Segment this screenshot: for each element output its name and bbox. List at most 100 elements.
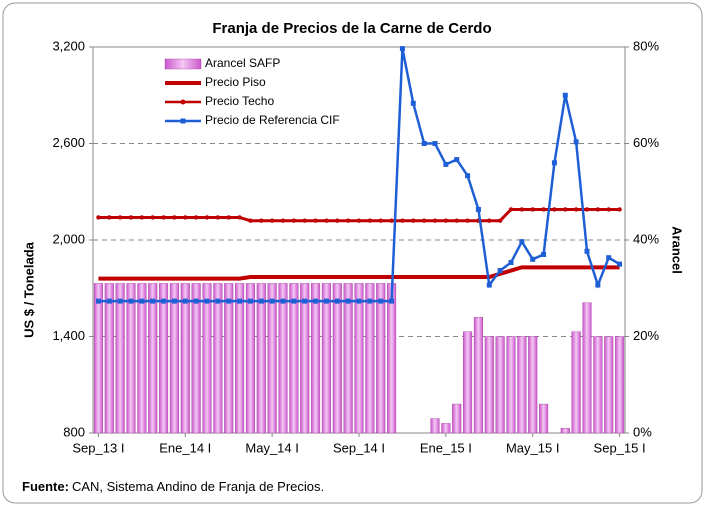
marker	[248, 218, 253, 223]
y2-tick-label: 60%	[633, 135, 659, 150]
bar	[137, 283, 147, 434]
marker	[150, 215, 155, 220]
marker	[508, 260, 514, 266]
x-tick-label: Ene_14 I	[159, 440, 211, 455]
marker	[107, 215, 112, 220]
marker	[584, 248, 590, 254]
marker	[497, 268, 503, 274]
bar	[126, 283, 136, 434]
bar	[180, 283, 190, 434]
marker	[193, 215, 199, 220]
bar	[473, 317, 483, 434]
marker	[117, 215, 123, 220]
marker	[606, 207, 611, 212]
marker	[269, 218, 275, 223]
marker	[465, 173, 471, 179]
marker	[367, 218, 373, 223]
marker	[432, 141, 438, 146]
marker	[465, 218, 470, 223]
y2-tick-label: 20%	[633, 328, 659, 343]
bar	[441, 423, 451, 434]
marker	[389, 298, 395, 304]
bar	[104, 283, 114, 434]
marker	[193, 298, 199, 304]
bar	[354, 283, 364, 434]
marker	[117, 298, 123, 304]
bar	[148, 283, 158, 434]
bar	[539, 403, 549, 434]
marker	[487, 218, 492, 223]
bar	[506, 336, 516, 434]
bar	[115, 283, 125, 434]
marker	[421, 141, 427, 146]
y-tick-label: 2,600	[52, 135, 85, 150]
bar	[245, 283, 255, 434]
marker	[551, 160, 557, 166]
bar	[267, 283, 277, 434]
marker	[345, 218, 351, 223]
marker	[400, 218, 405, 223]
bar	[582, 302, 592, 434]
marker	[161, 298, 167, 304]
x-tick-label: Sep_14 I	[333, 440, 385, 455]
bar	[202, 283, 212, 434]
marker	[161, 215, 166, 220]
marker	[96, 215, 101, 220]
marker	[410, 100, 416, 106]
bar	[430, 418, 440, 434]
bar	[387, 283, 397, 434]
marker	[519, 207, 525, 212]
y-tick-label: 3,200	[52, 38, 85, 53]
marker	[171, 298, 177, 304]
bar	[615, 336, 625, 434]
legend-marker	[180, 118, 186, 124]
x-tick-label: May_15 I	[506, 440, 559, 455]
bar	[224, 283, 234, 434]
marker	[182, 298, 188, 304]
marker	[541, 251, 547, 257]
marker	[226, 298, 232, 304]
marker	[280, 218, 286, 223]
marker	[519, 239, 525, 245]
bar	[159, 283, 169, 434]
note-text: CAN, Sistema Andino de Franja de Precios…	[72, 479, 324, 494]
bar	[484, 336, 494, 434]
marker	[302, 298, 308, 304]
marker	[128, 298, 134, 304]
marker	[562, 92, 568, 98]
marker	[291, 298, 297, 304]
marker	[595, 282, 601, 288]
marker	[237, 215, 242, 220]
chart-title: Franja de Precios de la Carne de Cerdo	[212, 20, 491, 37]
bar	[321, 283, 331, 434]
marker	[443, 161, 449, 167]
x-tick-label: Ene_15 I	[420, 440, 472, 455]
marker	[617, 207, 622, 212]
marker	[399, 46, 405, 52]
marker	[204, 215, 210, 220]
marker	[302, 218, 307, 223]
bar	[452, 403, 462, 434]
marker	[215, 215, 221, 220]
y-axis-title: US $ / Tonelada	[21, 241, 36, 338]
bar	[278, 283, 288, 434]
y-tick-label: 1,400	[52, 328, 85, 343]
marker	[313, 218, 318, 223]
bar	[289, 283, 299, 434]
marker	[475, 206, 481, 212]
marker	[106, 298, 112, 304]
marker	[606, 255, 612, 261]
marker	[237, 298, 243, 304]
legend-label: Arancel SAFP	[205, 56, 280, 70]
x-tick-label: May_14 I	[245, 440, 298, 455]
marker	[486, 282, 492, 288]
marker	[150, 298, 156, 304]
bar	[463, 331, 473, 434]
marker	[335, 218, 340, 223]
y-tick-label: 800	[63, 424, 85, 439]
marker	[389, 218, 394, 223]
bar	[300, 283, 310, 434]
marker	[226, 215, 231, 220]
legend-label: Precio Piso	[205, 75, 266, 89]
bar	[235, 283, 245, 434]
